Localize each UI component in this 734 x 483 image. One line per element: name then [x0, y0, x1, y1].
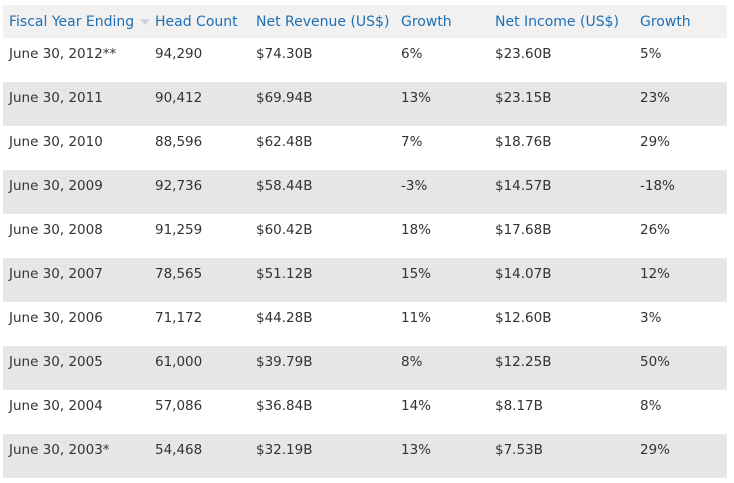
net-revenue-cell: $44.28B: [256, 310, 313, 326]
fiscal-year-cell: June 30, 2006: [9, 310, 103, 326]
fiscal-year-cell: June 30, 2008: [9, 222, 103, 238]
head-count-cell: 88,596: [155, 134, 203, 150]
fiscal-year-cell: June 30, 2009: [9, 178, 103, 194]
table-body: June 30, 2012** 94,290 $74.30B 6% $23.60B 5% J…: [3, 38, 727, 478]
head-count-cell: 90,412: [155, 90, 203, 106]
table-header-row: Fiscal Year Ending Head Count Net Revenu…: [3, 5, 727, 38]
column-header-income-growth[interactable]: Growth: [634, 5, 727, 38]
fiscal-year-cell: June 30, 2012**: [9, 46, 117, 62]
income-growth-cell: 3%: [640, 310, 662, 326]
column-header-label: Growth: [640, 13, 691, 30]
revenue-growth-cell: 11%: [401, 310, 432, 326]
net-income-cell: $12.60B: [495, 310, 552, 326]
fiscal-year-cell: June 30, 2003*: [9, 442, 110, 458]
revenue-growth-cell: 18%: [401, 222, 432, 238]
column-header-net-revenue[interactable]: Net Revenue (US$): [250, 5, 395, 38]
fiscal-year-cell: June 30, 2005: [9, 354, 103, 370]
net-revenue-cell: $36.84B: [256, 398, 313, 414]
income-growth-cell: 23%: [640, 90, 671, 106]
net-income-cell: $23.15B: [495, 90, 552, 106]
income-growth-cell: 50%: [640, 354, 671, 370]
net-revenue-cell: $51.12B: [256, 266, 313, 282]
column-header-revenue-growth[interactable]: Growth: [395, 5, 489, 38]
column-header-fiscal-year[interactable]: Fiscal Year Ending: [3, 5, 149, 38]
head-count-cell: 54,468: [155, 442, 203, 458]
income-growth-cell: 29%: [640, 442, 671, 458]
income-growth-cell: 12%: [640, 266, 671, 282]
income-growth-cell: -18%: [640, 178, 675, 194]
table-row: June 30, 2003* 54,468 $32.19B 13% $7.53B 29%: [3, 434, 727, 478]
head-count-cell: 91,259: [155, 222, 203, 238]
column-header-label: Head Count: [155, 13, 238, 30]
net-revenue-cell: $58.44B: [256, 178, 313, 194]
net-revenue-cell: $60.42B: [256, 222, 313, 238]
column-header-label: Net Revenue (US$): [256, 13, 390, 30]
column-header-head-count[interactable]: Head Count: [149, 5, 250, 38]
table-row: June 30, 2009 92,736 $58.44B -3% $14.57B -18%: [3, 170, 727, 214]
table-row: June 30, 2011 90,412 $69.94B 13% $23.15B 23%: [3, 82, 727, 126]
column-header-label: Growth: [401, 13, 452, 30]
column-header-label: Fiscal Year Ending: [9, 13, 135, 30]
table-row: June 30, 2004 57,086 $36.84B 14% $8.17B 8%: [3, 390, 727, 434]
net-revenue-cell: $74.30B: [256, 46, 313, 62]
revenue-growth-cell: 13%: [401, 90, 432, 106]
sort-down-icon[interactable]: [140, 18, 149, 25]
table-row: June 30, 2008 91,259 $60.42B 18% $17.68B 26%: [3, 214, 727, 258]
net-income-cell: $14.57B: [495, 178, 552, 194]
net-revenue-cell: $69.94B: [256, 90, 313, 106]
head-count-cell: 57,086: [155, 398, 203, 414]
net-income-cell: $17.68B: [495, 222, 552, 238]
fiscal-year-cell: June 30, 2007: [9, 266, 103, 282]
table-row: June 30, 2005 61,000 $39.79B 8% $12.25B 50%: [3, 346, 727, 390]
head-count-cell: 92,736: [155, 178, 203, 194]
net-income-cell: $23.60B: [495, 46, 552, 62]
net-revenue-cell: $32.19B: [256, 442, 313, 458]
head-count-cell: 71,172: [155, 310, 203, 326]
fiscal-year-cell: June 30, 2004: [9, 398, 103, 414]
net-income-cell: $12.25B: [495, 354, 552, 370]
head-count-cell: 78,565: [155, 266, 203, 282]
revenue-growth-cell: 8%: [401, 354, 423, 370]
table-row: June 30, 2010 88,596 $62.48B 7% $18.76B 29%: [3, 126, 727, 170]
revenue-growth-cell: -3%: [401, 178, 428, 194]
fiscal-year-cell: June 30, 2011: [9, 90, 103, 106]
net-income-cell: $18.76B: [495, 134, 552, 150]
revenue-growth-cell: 13%: [401, 442, 432, 458]
income-growth-cell: 26%: [640, 222, 671, 238]
income-growth-cell: 29%: [640, 134, 671, 150]
table-row: June 30, 2006 71,172 $44.28B 11% $12.60B 3%: [3, 302, 727, 346]
net-income-cell: $8.17B: [495, 398, 543, 414]
net-income-cell: $7.53B: [495, 442, 543, 458]
column-header-label: Net Income (US$): [495, 13, 619, 30]
net-revenue-cell: $62.48B: [256, 134, 313, 150]
income-growth-cell: 5%: [640, 46, 662, 62]
net-revenue-cell: $39.79B: [256, 354, 313, 370]
net-income-cell: $14.07B: [495, 266, 552, 282]
revenue-growth-cell: 6%: [401, 46, 423, 62]
revenue-growth-cell: 7%: [401, 134, 423, 150]
column-header-net-income[interactable]: Net Income (US$): [489, 5, 634, 38]
table-row: June 30, 2007 78,565 $51.12B 15% $14.07B 12%: [3, 258, 727, 302]
table-row: June 30, 2012** 94,290 $74.30B 6% $23.60B 5%: [3, 38, 727, 82]
revenue-growth-cell: 15%: [401, 266, 432, 282]
fiscal-year-cell: June 30, 2010: [9, 134, 103, 150]
financials-table: Fiscal Year Ending Head Count Net Revenu…: [3, 5, 727, 478]
income-growth-cell: 8%: [640, 398, 662, 414]
head-count-cell: 94,290: [155, 46, 203, 62]
revenue-growth-cell: 14%: [401, 398, 432, 414]
head-count-cell: 61,000: [155, 354, 203, 370]
